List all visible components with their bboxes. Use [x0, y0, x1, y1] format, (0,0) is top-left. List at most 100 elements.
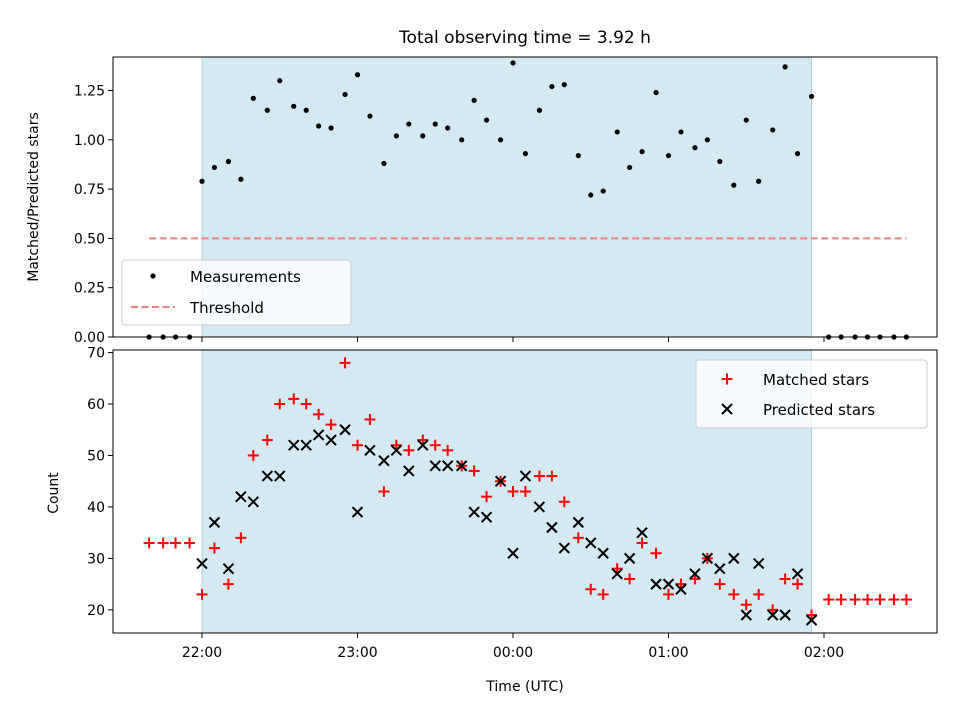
measurement-point	[354, 72, 361, 78]
matched-star-point	[740, 599, 752, 611]
cross-stroke-b	[351, 506, 364, 518]
cross-stroke-b	[494, 475, 507, 487]
matched-star-point	[611, 563, 623, 575]
ratio-axes-frame	[112, 56, 938, 338]
predicted-star-point	[247, 496, 260, 508]
ratio-y-tick-label: 0.50	[74, 231, 105, 247]
legend-label-measurements: Measurements	[190, 268, 301, 286]
measurement-point	[497, 137, 504, 143]
cross-stroke-b	[650, 578, 662, 590]
measurement-point	[808, 93, 815, 100]
cross-stroke-b	[403, 465, 415, 477]
ratio-y-tick-label: 1.00	[74, 133, 105, 149]
predicted-star-point	[274, 470, 286, 482]
matched-star-point	[728, 588, 740, 600]
cross-stroke-b	[288, 439, 300, 451]
x-axis-label: Time (UTC)	[485, 679, 563, 695]
measurement-point	[692, 145, 698, 151]
matched-star-point	[714, 578, 726, 590]
predicted-star-point	[288, 439, 300, 451]
measurement-point	[510, 60, 516, 66]
predicted-star-point	[364, 444, 376, 457]
measurement-point	[238, 176, 244, 182]
predicted-star-point	[623, 552, 636, 565]
matched-star-point	[403, 444, 415, 456]
predicted-star-point	[662, 578, 675, 590]
count-panel: Count Time (UTC) 20 30 40 50 60 70 22:00 23:00 0…	[46, 346, 938, 695]
matched-star-point	[767, 604, 779, 616]
predicted-star-point	[468, 506, 480, 518]
measurement-point	[316, 123, 322, 129]
cross-stroke-b	[455, 460, 468, 472]
measurement-point	[199, 178, 205, 184]
cross-stroke-b	[507, 547, 519, 559]
cross-stroke-b	[805, 614, 818, 626]
predicted-star-point	[378, 454, 390, 467]
matched-star-point	[663, 588, 674, 600]
ratio-legend: Measurements Threshold	[121, 259, 352, 326]
matched-star-point	[170, 537, 182, 549]
measurement-point	[211, 164, 218, 171]
matched-star-point	[196, 588, 208, 600]
x-tick-label: 22:00	[182, 645, 222, 661]
predicted-star-point	[235, 490, 247, 503]
predicted-star-point	[441, 460, 454, 472]
predicted-star-point	[779, 609, 791, 621]
predicted-star-point	[611, 568, 623, 580]
cross-stroke-b	[480, 511, 493, 523]
predicted-star-point	[312, 429, 325, 441]
count-y-tick-label: 50	[87, 448, 105, 464]
predicted-star-point	[636, 526, 648, 539]
count-y-tick-label: 20	[87, 603, 105, 619]
cross-stroke-b	[728, 552, 740, 565]
count-y-axis-label: Count	[46, 472, 62, 514]
cross-stroke-b	[196, 557, 208, 570]
cross-stroke-b	[429, 460, 441, 472]
cross-stroke-b	[752, 557, 765, 570]
predicted-star-point	[650, 578, 662, 590]
predicted-star-point	[689, 568, 701, 580]
cross-stroke-b	[558, 542, 571, 554]
predicted-star-point	[208, 516, 221, 529]
predicted-star-point	[740, 609, 752, 621]
matched-star-point	[675, 578, 687, 590]
matched-star-point	[533, 470, 545, 482]
measurement-point	[291, 103, 297, 109]
cross-stroke-b	[791, 568, 804, 580]
matched-star-point	[390, 439, 402, 451]
ratio-y-tick-label: 1.25	[74, 84, 105, 100]
cross-stroke-b	[689, 568, 701, 580]
cross-stroke-b	[546, 521, 558, 534]
cross-stroke-b	[235, 490, 247, 503]
measurement-point	[303, 107, 309, 113]
measurement-point	[277, 78, 283, 84]
measurement-point	[561, 82, 567, 88]
measurement-point	[264, 107, 270, 113]
matched-star-point	[874, 594, 886, 606]
matched-star-point	[900, 594, 912, 606]
predicted-star-point	[701, 552, 714, 565]
cross-stroke-b	[390, 444, 403, 457]
matched-star-point	[519, 486, 531, 497]
matched-star-point	[378, 486, 390, 497]
measurement-point	[420, 133, 426, 139]
cross-stroke-b	[533, 501, 546, 513]
predicted-star-point	[558, 542, 571, 554]
matched-star-point	[779, 573, 791, 585]
measurement-point	[756, 178, 762, 184]
cross-stroke-b	[766, 609, 779, 621]
matched-star-point	[806, 609, 818, 621]
matched-star-point	[624, 573, 636, 585]
matched-star-point	[417, 434, 429, 446]
measurement-point	[432, 121, 438, 127]
predicted-star-point	[728, 552, 740, 565]
cross-stroke-b	[611, 568, 623, 580]
legend-marker-measurements	[150, 273, 156, 279]
matched-star-point	[689, 573, 701, 585]
chart-title: Total observing time = 3.92 h	[398, 28, 651, 48]
matched-star-point	[636, 537, 648, 549]
predicted-star-point	[675, 583, 687, 595]
matched-star-point	[572, 532, 584, 544]
predicted-star-point	[222, 562, 235, 575]
count-y-tick-label: 70	[87, 346, 105, 362]
